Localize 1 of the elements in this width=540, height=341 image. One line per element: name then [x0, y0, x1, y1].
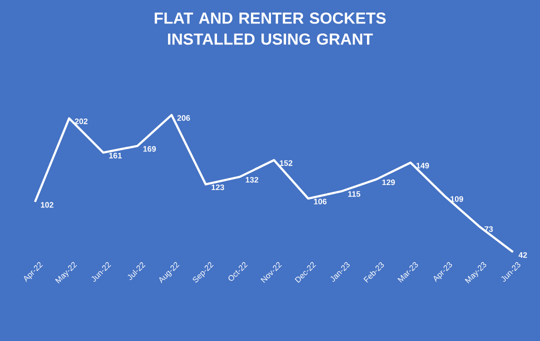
- chart-title: FLAT AND RENTER SOCKETS INSTALLED USING GRANT: [154, 12, 386, 45]
